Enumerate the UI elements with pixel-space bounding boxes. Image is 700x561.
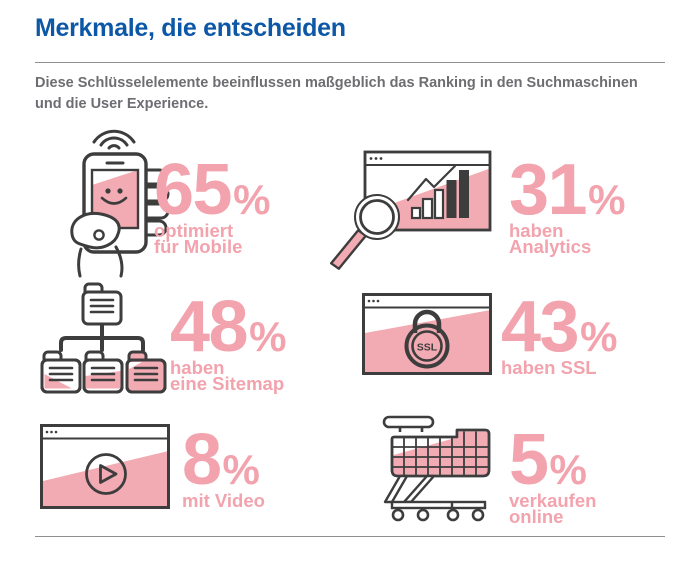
smartphone-in-hand-icon bbox=[70, 129, 170, 278]
stat-label: optimiert bbox=[154, 220, 234, 241]
subtitle-line-1: Diese Schlüsselelemente beeinflussen maß… bbox=[35, 75, 638, 91]
stat-value: 48 bbox=[170, 287, 249, 367]
cart-handle bbox=[382, 415, 435, 429]
percent-sign: % bbox=[549, 446, 587, 493]
folder-child-1 bbox=[40, 350, 82, 394]
stat-video-text: 8% mit Video bbox=[182, 424, 265, 511]
ssl-lock-browser-icon: SSL bbox=[362, 293, 492, 375]
ssl-badge-text: SSL bbox=[417, 342, 438, 354]
stat-value: 5 bbox=[509, 420, 549, 500]
play-button-icon bbox=[85, 453, 127, 495]
stat-value: 31 bbox=[509, 150, 588, 230]
percent-sign: % bbox=[249, 313, 287, 360]
subtitle-line-2: und die User Experience. bbox=[35, 96, 209, 112]
percent-sign: % bbox=[233, 176, 271, 223]
percent-sign: % bbox=[222, 446, 260, 493]
video-player-browser-icon bbox=[40, 424, 170, 509]
top-divider bbox=[35, 62, 665, 63]
folder-top bbox=[81, 282, 123, 326]
folder-child-2 bbox=[82, 350, 124, 394]
stat-value: 43 bbox=[501, 287, 580, 367]
stat-label: für Mobile bbox=[154, 235, 243, 257]
wifi-waves-icon bbox=[92, 129, 136, 150]
stat-mobile-text: 65% optimiert für Mobile bbox=[154, 154, 271, 257]
bar-chart-icon bbox=[410, 170, 469, 220]
cart-leg bbox=[402, 474, 436, 504]
trend-line bbox=[406, 164, 457, 202]
folder-child-3 bbox=[125, 350, 167, 394]
sitemap-folders-icon bbox=[40, 282, 167, 394]
stat-label: Analytics bbox=[509, 235, 592, 257]
bottom-divider bbox=[35, 536, 665, 537]
stat-sitemap-text: 48% haben eine Sitemap bbox=[170, 291, 287, 394]
stat-label: online bbox=[509, 505, 564, 527]
stat-label: mit Video bbox=[182, 490, 265, 511]
stat-label: eine Sitemap bbox=[170, 372, 285, 394]
stat-label: haben SSL bbox=[501, 357, 597, 378]
stat-value: 8 bbox=[182, 420, 222, 500]
stat-label: verkaufen bbox=[509, 490, 597, 511]
ssl-padlock-icon: SSL bbox=[404, 309, 450, 369]
percent-sign: % bbox=[588, 176, 626, 223]
basket-grid bbox=[393, 431, 488, 475]
cart-base bbox=[390, 500, 487, 510]
stat-analytics-text: 31% haben Analytics bbox=[509, 154, 626, 257]
percent-sign: % bbox=[580, 313, 618, 360]
shopping-cart-icon bbox=[382, 415, 491, 522]
page-title: Merkmale, die entscheiden bbox=[35, 14, 346, 42]
subtitle: Diese Schlüsselelemente beeinflussen maß… bbox=[35, 73, 638, 115]
stat-ssl-text: 43% haben SSL bbox=[501, 291, 618, 378]
stat-label: haben bbox=[170, 357, 225, 378]
stat-value: 65 bbox=[154, 150, 233, 230]
stat-label: haben bbox=[509, 220, 564, 241]
smiley-icon bbox=[100, 196, 128, 205]
analytics-browser-magnifier-icon bbox=[330, 150, 492, 270]
stat-online-shop-text: 5% verkaufen online bbox=[509, 424, 597, 527]
magnifier-icon bbox=[330, 194, 400, 270]
cart-leg bbox=[383, 474, 409, 504]
cart-wheels bbox=[391, 508, 485, 522]
